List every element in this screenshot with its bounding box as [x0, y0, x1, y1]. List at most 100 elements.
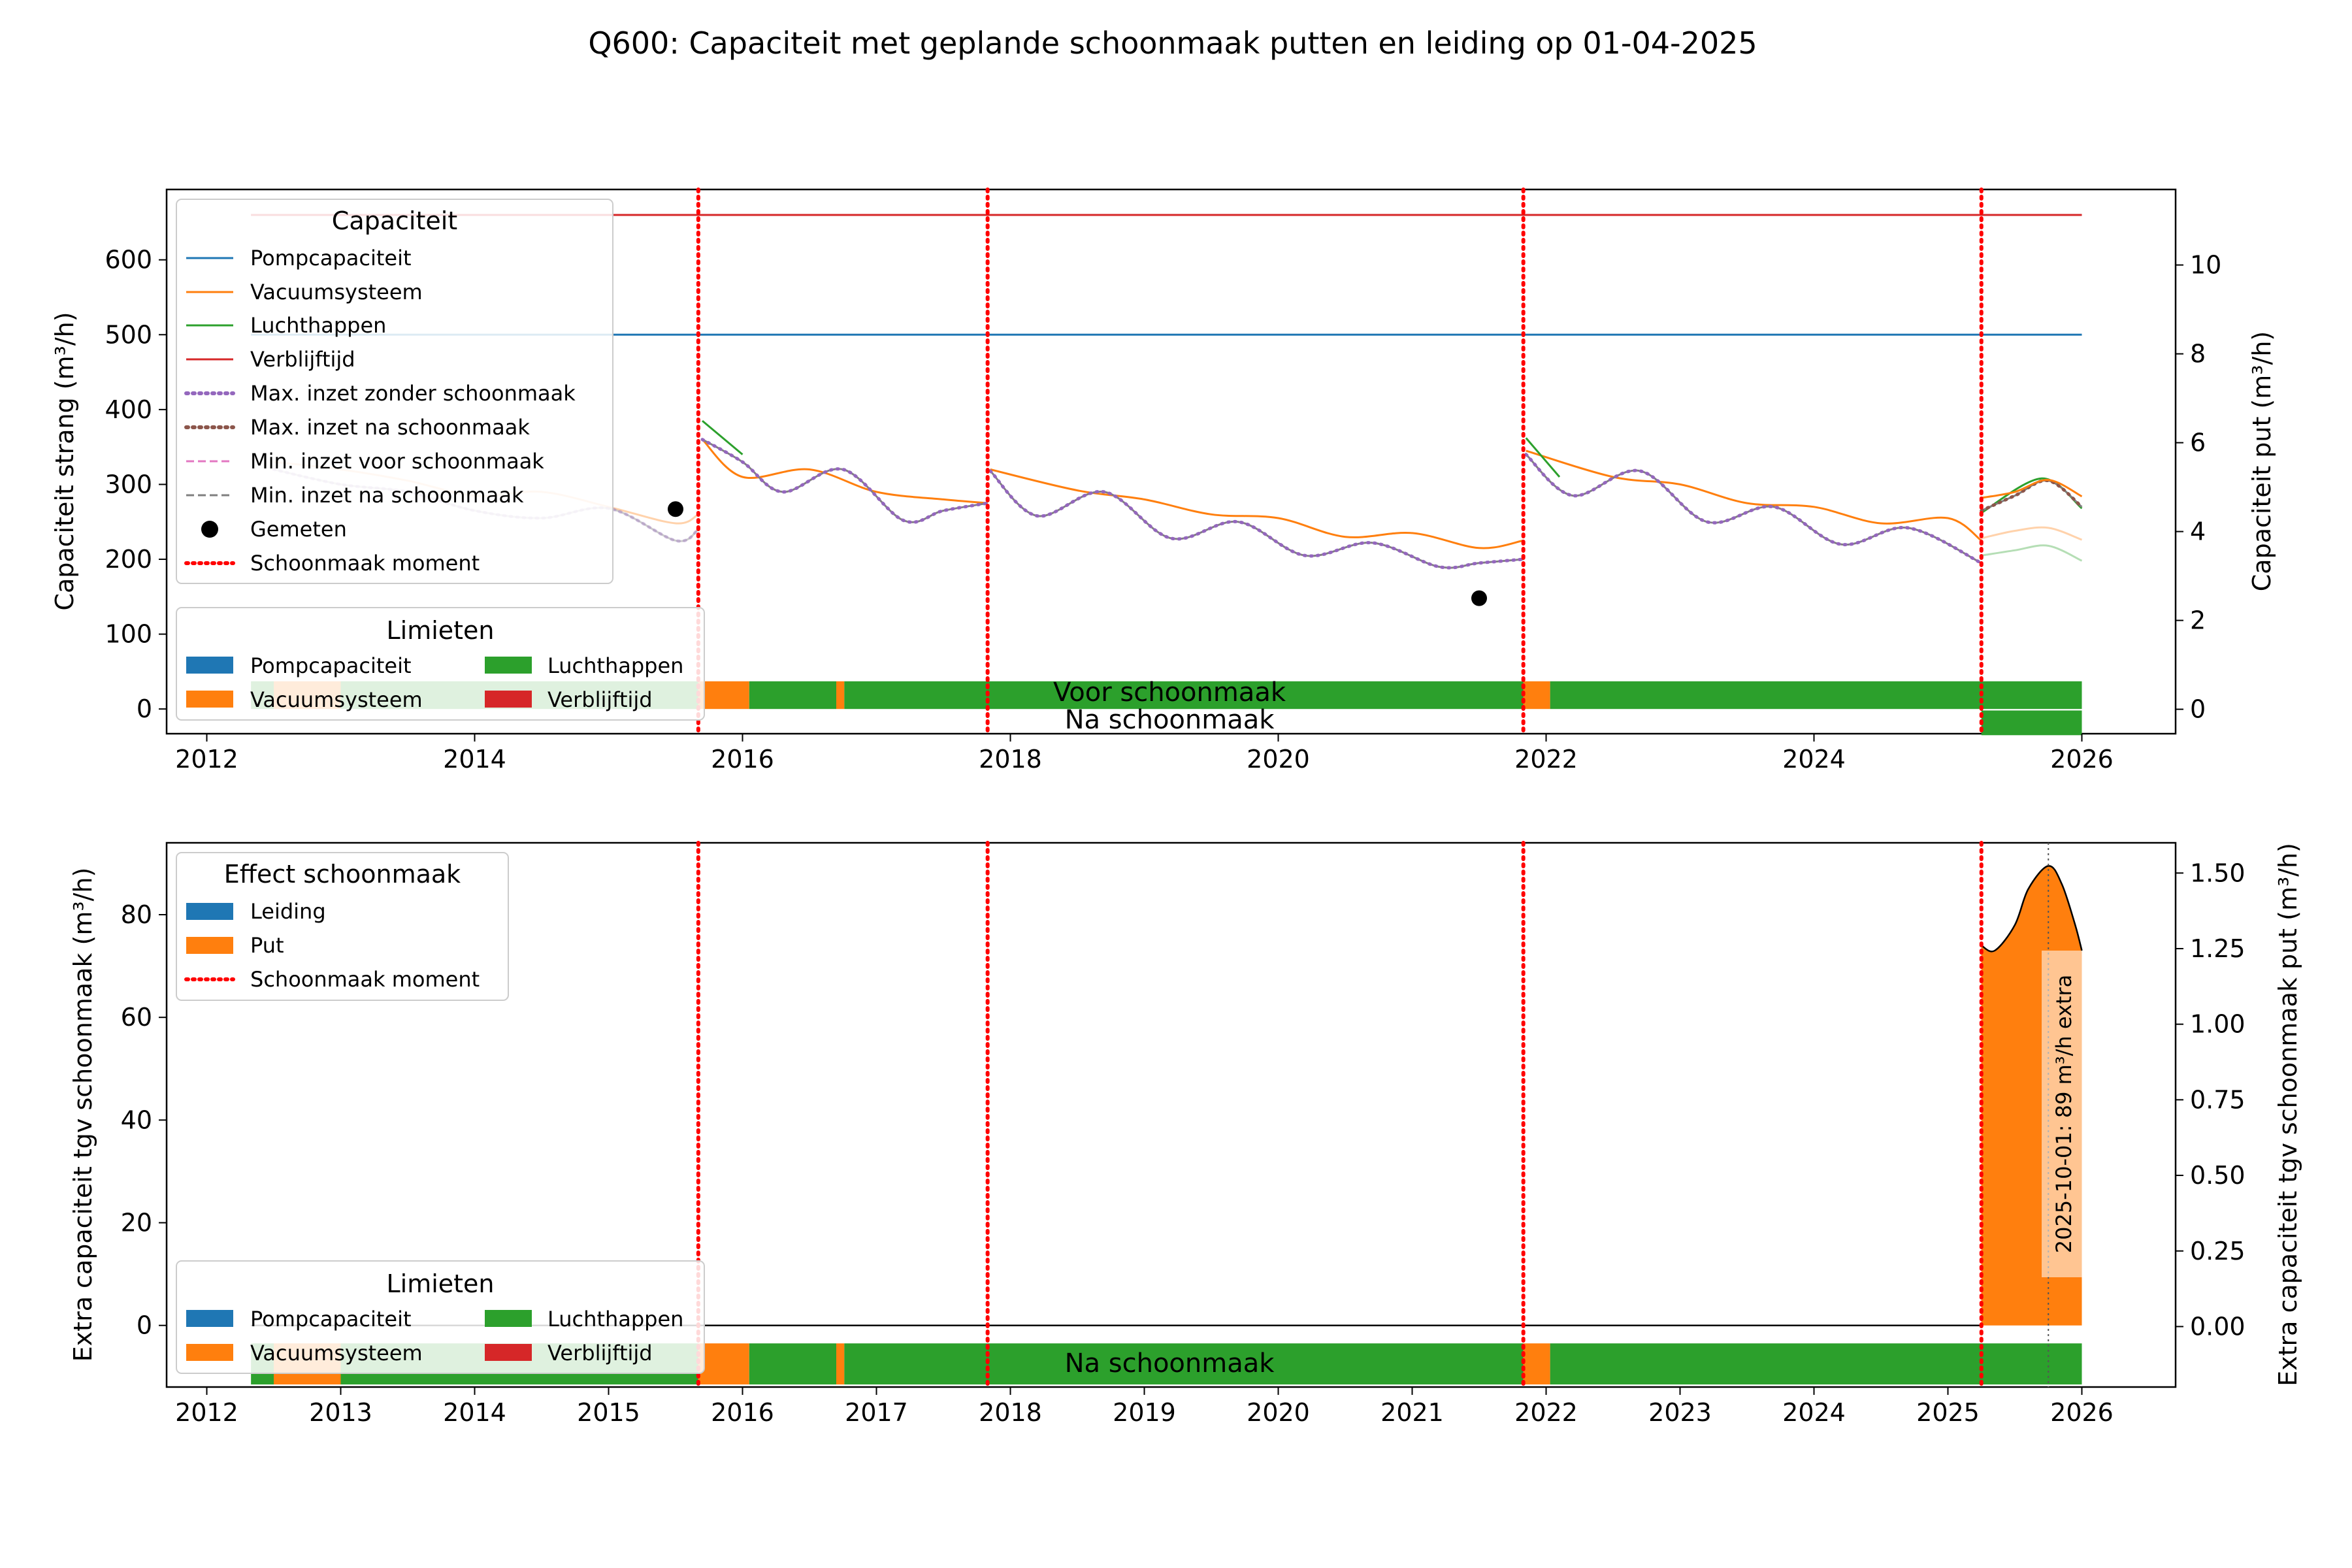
- limits-label: Pompcapaciteit: [250, 1307, 412, 1331]
- bottom-bar-label-na: Na schoonmaak: [1065, 1348, 1275, 1379]
- legend-label: Pompcapaciteit: [250, 246, 412, 270]
- limits-swatch-vacuum: [186, 1344, 233, 1361]
- limit-bar-voor-segment: [836, 681, 845, 710]
- legend-label: Max. inzet zonder schoonmaak: [250, 381, 576, 406]
- y2-tick-label: 0.00: [2190, 1312, 2246, 1341]
- x-tick-label: 2022: [1514, 745, 1578, 774]
- limits-label: Verblijftijd: [547, 1341, 653, 1365]
- y2-tick-label: 4: [2190, 517, 2206, 546]
- top-limits-legend: Limieten Pompcapaciteit Luchthappen Vacu…: [176, 607, 705, 721]
- legend-label: Schoonmaak moment: [250, 967, 480, 992]
- x-tick-label: 2012: [175, 1398, 238, 1427]
- annotation: 2025-10-01: 89 m³/h extra: [2042, 951, 2086, 1277]
- limits-label: Vacuumsysteem: [250, 687, 423, 712]
- y-tick-label: 200: [105, 545, 152, 574]
- top-ylabel: Capaciteit strang (m³/h): [50, 312, 79, 610]
- put-effect-outline: [1981, 865, 2083, 953]
- limits-swatch-vacuum: [186, 691, 233, 708]
- x-tick-label: 2019: [1113, 1398, 1176, 1427]
- top-axes: 2012 2014 2016 2018 2020 2022 2024 202601002003…: [105, 246, 2221, 774]
- x-tick-label: 2025: [1916, 1398, 1980, 1427]
- gemeten-point: [1471, 590, 1487, 606]
- annotation-text: 2025-10-01: 89 m³/h extra: [2051, 975, 2076, 1253]
- x-tick-label: 2017: [845, 1398, 908, 1427]
- y2-tick-label: 2: [2190, 606, 2206, 635]
- x-tick-label: 2026: [2050, 1398, 2114, 1427]
- x-tick-label: 2020: [1247, 1398, 1310, 1427]
- x-tick-label: 2016: [711, 745, 774, 774]
- y-tick-label: 500: [105, 320, 152, 349]
- limit-bar-voor-segment: [698, 681, 749, 710]
- y2-tick-label: 1.50: [2190, 858, 2246, 887]
- x-tick-label: 2014: [443, 1398, 506, 1427]
- legend-label: Luchthappen: [250, 313, 386, 338]
- y-tick-label: 600: [105, 246, 152, 274]
- y2-tick-label: 0: [2190, 695, 2206, 724]
- top-legend: Capaciteit Pompcapaciteit Vacuumsysteem …: [176, 199, 613, 584]
- limits-label: Vacuumsysteem: [250, 1341, 423, 1365]
- y-tick-label: 0: [137, 694, 152, 723]
- x-tick-label: 2013: [309, 1398, 372, 1427]
- limits-swatch-lucht: [485, 1310, 532, 1327]
- y-tick-label: 400: [105, 395, 152, 424]
- limits-swatch-lucht: [485, 657, 532, 674]
- limit-bar-voor-segment: [749, 681, 836, 710]
- legend-label: Leiding: [250, 899, 326, 924]
- bottom-limits-title: Limieten: [386, 1269, 494, 1298]
- bottom-limits-legend-box: [176, 1260, 705, 1374]
- top-limits-title: Limieten: [386, 616, 494, 645]
- series-line-max-inzet-zonder: [988, 469, 1526, 570]
- limit-bar-voor-segment: [1550, 681, 2082, 710]
- bottom-ylabel2: Extra capaciteit tgv schoonmaak put (m³/…: [2274, 843, 2302, 1386]
- limit-bar-na-segment: [749, 1343, 836, 1385]
- series-line-max-inzet-zonder: [1524, 453, 1984, 565]
- top-bar-label-voor: Voor schoonmaak: [1053, 678, 1286, 708]
- series-line-max-inzet-zonder: [700, 438, 990, 524]
- legend-label: Verblijftijd: [250, 347, 355, 372]
- legend-label: Min. inzet na schoonmaak: [250, 483, 524, 508]
- limit-bar-na-segment: [836, 1343, 845, 1385]
- x-tick-label: 2026: [2050, 745, 2114, 774]
- limit-bar-na-segment: [844, 1343, 1524, 1385]
- annotation-box: [2042, 951, 2086, 1277]
- series-line-luchthappen: [702, 419, 743, 455]
- series-line-luchthappen-faded: [1981, 544, 2083, 562]
- legend-label: Min. inzet voor schoonmaak: [250, 449, 544, 474]
- x-tick-label: 2018: [979, 1398, 1042, 1427]
- x-tick-label: 2024: [1782, 745, 1846, 774]
- x-tick-label: 2016: [711, 1398, 774, 1427]
- top-ylabel2: Capaciteit put (m³/h): [2247, 331, 2276, 591]
- limit-bar-na-segment: [1981, 710, 2082, 736]
- limit-bar-na-segment: [698, 1343, 749, 1385]
- series-line-vacuumsysteem-faded: [1981, 526, 2083, 541]
- y2-tick-label: 0.25: [2190, 1237, 2246, 1266]
- x-tick-label: 2020: [1247, 745, 1310, 774]
- y-tick-label: 0: [137, 1311, 152, 1340]
- y-tick-label: 60: [121, 1003, 152, 1032]
- x-tick-label: 2024: [1782, 1398, 1846, 1427]
- legend-label: Put: [250, 933, 284, 958]
- limits-label: Luchthappen: [547, 1307, 683, 1331]
- limits-swatch-pomp: [186, 1310, 233, 1327]
- bottom-legend-box: [176, 852, 509, 1001]
- bottom-legend-title: Effect schoonmaak: [224, 860, 461, 889]
- bottom-ylabel: Extra capaciteit tgv schoonmaak (m³/h): [69, 868, 97, 1362]
- y-tick-label: 20: [121, 1209, 152, 1237]
- top-bar-label-na: Na schoonmaak: [1065, 705, 1275, 735]
- limit-bar-na-segment: [1550, 1343, 2082, 1385]
- legend-label: Max. inzet na schoonmaak: [250, 415, 530, 440]
- legend-swatch-put: [186, 937, 233, 954]
- series-line-luchthappen: [1525, 437, 1561, 478]
- bottom-limits-legend: Limieten Pompcapaciteit Luchthappen Vacu…: [176, 1260, 705, 1374]
- limits-label: Pompcapaciteit: [250, 653, 412, 678]
- top-limits-legend-box: [176, 607, 705, 721]
- limits-swatch-verblijf: [485, 691, 532, 708]
- y-tick-label: 300: [105, 470, 152, 498]
- y2-tick-label: 0.75: [2190, 1085, 2246, 1114]
- limit-bar-voor-segment: [844, 681, 1524, 710]
- legend-swatch-gemeten: [201, 521, 218, 538]
- x-tick-label: 2014: [443, 745, 506, 774]
- bottom-chart: 2012 2013 2014 2015 2016 2017 2018 2019 2020 2021…: [69, 841, 2302, 1427]
- legend-label: Schoonmaak moment: [250, 551, 480, 576]
- legend-label: Gemeten: [250, 517, 347, 542]
